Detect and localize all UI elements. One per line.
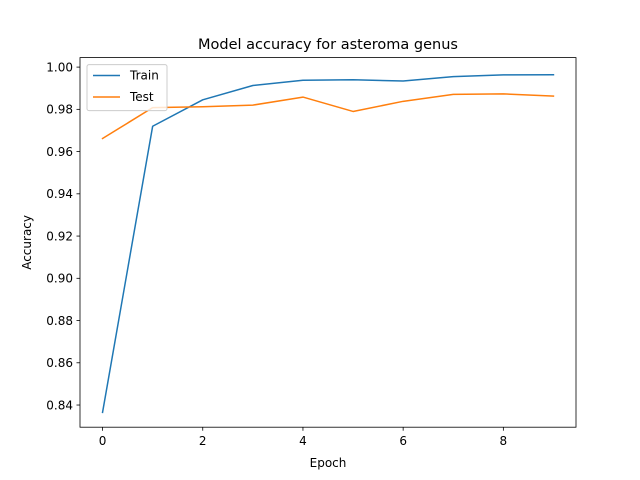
y-tick-label: 0.90 <box>46 272 73 286</box>
axis-ticks: 0 2 4 6 8 0.84 0.86 0.88 0.90 0.92 0.94 0.96 0.98 1.0… <box>46 60 507 448</box>
y-tick-label: 1.00 <box>46 60 73 74</box>
legend-label-train: Train <box>129 69 159 83</box>
chart-title: Model accuracy for asteroma genus <box>198 37 458 53</box>
x-tick-label: 4 <box>299 434 307 448</box>
x-tick-label: 2 <box>199 434 207 448</box>
y-tick-label: 0.98 <box>46 103 73 117</box>
y-tick-label: 0.96 <box>46 145 73 159</box>
series-lines <box>101 73 555 414</box>
y-tick-label: 0.92 <box>46 229 73 243</box>
plot-area-frame <box>79 57 577 428</box>
x-tick-label: 0 <box>99 434 107 448</box>
legend-label-test: Test <box>129 90 154 104</box>
y-tick-label: 0.84 <box>46 398 73 412</box>
y-tick-label: 0.86 <box>46 356 73 370</box>
legend: Train Test <box>86 64 168 112</box>
y-tick-label: 0.88 <box>46 314 73 328</box>
x-tick-label: 6 <box>399 434 407 448</box>
y-axis-label: Accuracy <box>20 215 34 270</box>
x-axis-label: Epoch <box>310 456 347 470</box>
y-tick-label: 0.94 <box>46 187 73 201</box>
series-line-test <box>101 93 555 140</box>
x-tick-label: 8 <box>500 434 508 448</box>
series-line-train <box>101 73 555 414</box>
